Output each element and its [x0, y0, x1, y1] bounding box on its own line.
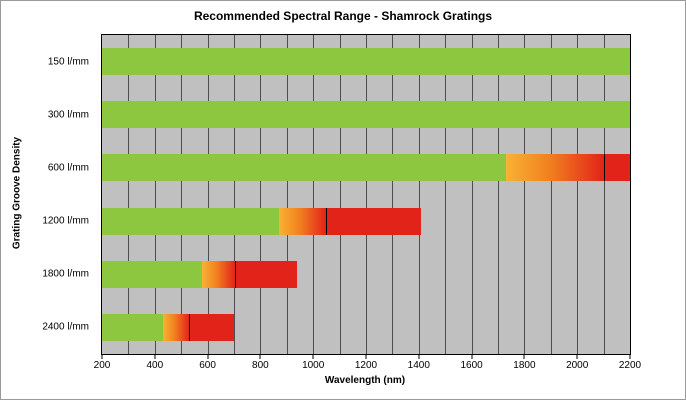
segment-divider [235, 260, 237, 288]
y-category-label: 150 l/mm [47, 56, 89, 68]
gridline [154, 35, 156, 354]
gridline [550, 35, 552, 354]
y-category-label: 300 l/mm [47, 109, 89, 121]
x-tick-label: 600 [199, 360, 216, 371]
x-tick-label: 2200 [618, 360, 642, 371]
gridline [498, 35, 499, 354]
x-tick-label: 800 [252, 360, 269, 371]
bar-segment [102, 48, 630, 76]
x-tick-label: 1000 [302, 360, 325, 371]
x-tick-mark [629, 355, 631, 359]
x-tick-mark [259, 355, 261, 359]
x-tick-labels: 200 400 600 800 1000 1200 1400 1600 1800 2000 2200 [94, 355, 641, 371]
bar-segment [326, 207, 422, 235]
bar-segment [162, 313, 190, 341]
y-category-labels: 150 l/mm 300 l/mm 600 l/mm 1200 l/mm 1800 l/… [1, 34, 95, 355]
y-category-label: 1200 l/mm [42, 215, 89, 227]
x-tick-mark [365, 355, 367, 359]
bar-segment [102, 101, 630, 129]
x-tick-label: 200 [93, 360, 111, 371]
plot-area [101, 34, 631, 355]
bar-segment [102, 260, 203, 288]
gridline [366, 35, 367, 354]
x-tick-mark [471, 355, 473, 359]
x-tick-mark [207, 355, 209, 359]
segment-divider [326, 207, 328, 235]
x-tick-label: 1200 [354, 360, 378, 371]
bar-segment [189, 313, 234, 341]
bar-segment [603, 154, 630, 182]
chart-title: Recommended Spectral Range - Shamrock Gr… [193, 9, 493, 23]
x-tick-label: 2000 [566, 360, 589, 371]
gridline [207, 35, 209, 354]
x-tick-mark [101, 355, 103, 359]
x-tick-label: 1600 [460, 360, 483, 371]
gridline [577, 35, 579, 354]
gridline [445, 35, 447, 354]
x-tick-mark [312, 355, 314, 359]
y-category-label: 2400 l/mm [42, 321, 89, 333]
bar-segment [235, 260, 298, 288]
bar-segment [202, 260, 236, 288]
gridline [234, 35, 235, 354]
gridline [603, 35, 605, 354]
x-tick-mark [154, 355, 156, 359]
x-tick-label: 1400 [407, 360, 430, 371]
gridline [313, 35, 315, 354]
bar-segment [278, 207, 327, 235]
x-tick-mark [576, 355, 578, 359]
gridline [524, 35, 526, 354]
y-category-label: 1800 l/mm [42, 268, 89, 280]
gridline [128, 35, 130, 354]
segment-divider [603, 154, 605, 182]
gridline [339, 35, 341, 354]
x-tick-label: 400 [146, 360, 164, 371]
bar-segment [102, 313, 163, 341]
bar-segment [102, 154, 506, 182]
gridline [392, 35, 394, 354]
bar-segment [505, 154, 604, 182]
x-tick-label: 1800 [513, 360, 536, 371]
gridline [260, 35, 262, 354]
segment-divider [189, 313, 191, 341]
bar-segment [102, 207, 279, 235]
x-tick-mark [523, 355, 525, 359]
gridline [181, 35, 183, 354]
x-tick-mark [418, 355, 420, 359]
gridline [286, 35, 288, 354]
y-category-label: 600 l/mm [47, 162, 89, 174]
x-axis-title: Wavelength (nm) [324, 375, 406, 386]
gridline [471, 35, 473, 354]
gridline [418, 35, 420, 354]
